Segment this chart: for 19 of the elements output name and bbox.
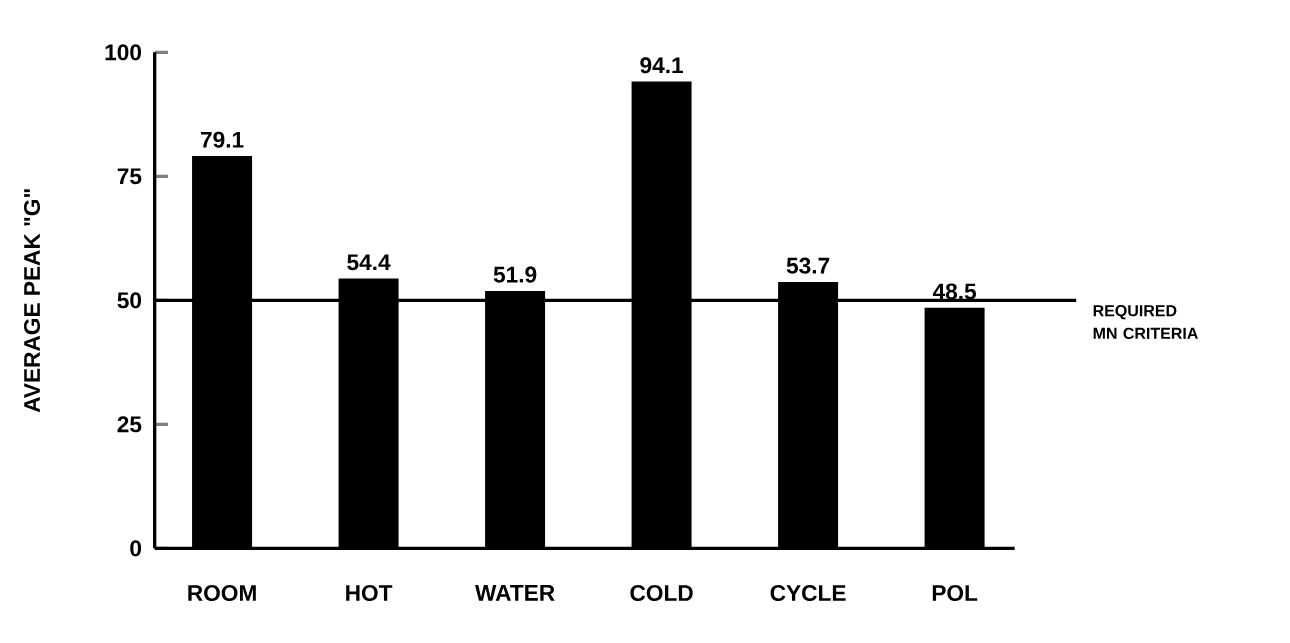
x-tick-label: WATER xyxy=(475,585,555,601)
y-tick-label: 75 xyxy=(117,168,142,185)
data-label: 48.5 xyxy=(932,283,977,300)
x-tick-label: HOT xyxy=(346,585,393,602)
x-tick-label: CYCLE xyxy=(770,585,846,602)
data-label: 54.4 xyxy=(347,254,391,271)
ref-line-label: REQUIRED MN CRITERIA xyxy=(1093,305,1198,340)
y-axis-title: AVERAGE PEAK "G" xyxy=(23,189,41,413)
y-tick-label: 25 xyxy=(117,416,142,433)
y-tick-label: 50 xyxy=(117,292,142,309)
data-label: 79.1 xyxy=(201,131,244,148)
y-tick-label: 100 xyxy=(105,44,142,61)
y-tick-label: 0 xyxy=(130,540,142,557)
x-tick-label: COLD xyxy=(630,585,693,602)
x-tick-label: POL xyxy=(932,585,978,602)
x-tick-label: ROOM xyxy=(188,585,256,602)
data-label: 53.7 xyxy=(786,257,830,274)
data-label: 94.1 xyxy=(640,57,684,74)
data-label: 51.9 xyxy=(493,266,537,283)
